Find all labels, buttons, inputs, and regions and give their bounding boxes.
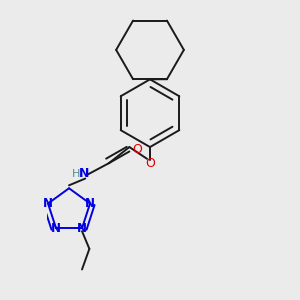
- Text: H: H: [72, 169, 81, 178]
- Text: N: N: [51, 222, 61, 235]
- Text: O: O: [145, 157, 155, 170]
- Text: N: N: [43, 197, 53, 210]
- Text: N: N: [85, 197, 95, 210]
- Text: N: N: [79, 167, 89, 180]
- Text: N: N: [77, 222, 87, 235]
- Text: O: O: [132, 143, 142, 157]
